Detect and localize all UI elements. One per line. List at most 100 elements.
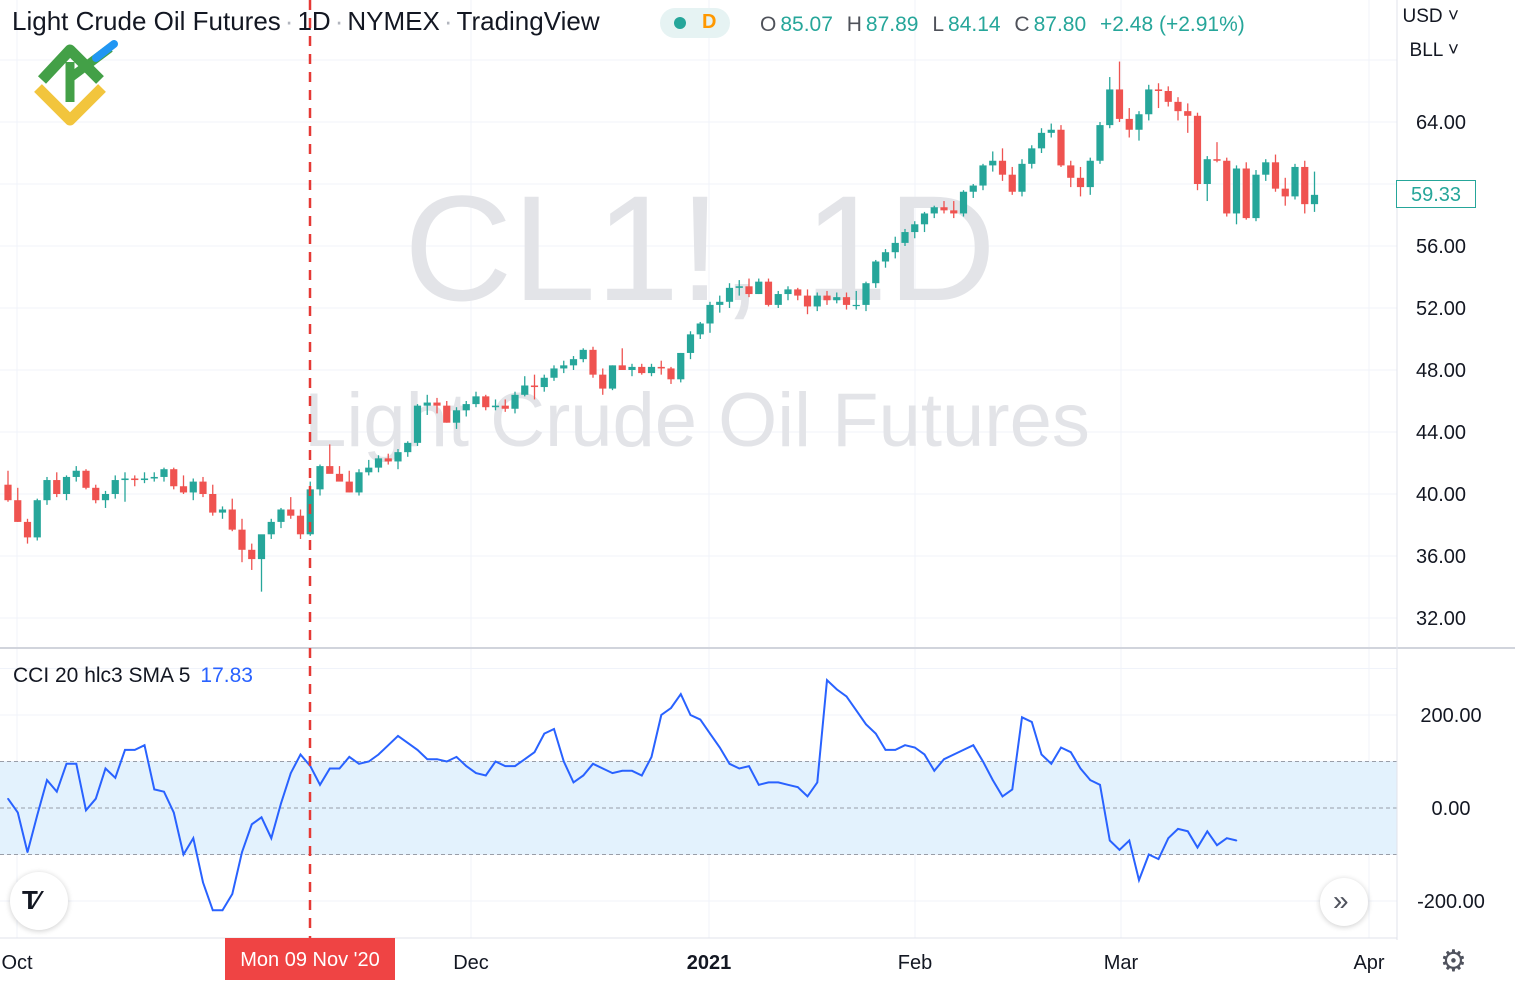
cci-point (1108, 839, 1111, 842)
candle-body (589, 349, 597, 375)
cci-point (250, 823, 253, 826)
candle-body (462, 404, 470, 411)
interval-label[interactable]: 1D (297, 6, 331, 36)
price-axis-label: 52.00 (1416, 298, 1466, 320)
crosshair-date-label: Mon 09 Nov '20 (225, 938, 395, 980)
cci-point (16, 811, 19, 814)
candle-body (179, 486, 188, 493)
time-axis[interactable]: Oct Dec 2021 Feb Mar Apr (1, 952, 1384, 974)
symbol-watermark: CL1!, 1D Light Crude Oil Futures (304, 164, 1090, 463)
cci-point (26, 851, 29, 853)
logo-stroke-blue (92, 40, 118, 62)
settings-gear-icon[interactable]: ⚙ (1440, 945, 1467, 978)
cci-point (1079, 767, 1082, 770)
cci-axis[interactable]: 200.00 0.00 -200.00 (1417, 705, 1485, 913)
time-axis-label: Mar (1104, 952, 1139, 974)
cci-point (738, 767, 741, 770)
cci-legend[interactable]: CCI 20 hlc3 SMA 5 17.83 (13, 664, 253, 688)
cci-point (650, 756, 653, 758)
cci-point (845, 695, 848, 698)
candle-body (1096, 125, 1104, 161)
candle-body (1135, 114, 1143, 130)
candle-body (189, 481, 197, 493)
candle-body (365, 467, 373, 473)
candle-body (23, 521, 32, 538)
candle-body (1008, 174, 1016, 192)
cci-point (231, 893, 234, 895)
candle-body (774, 294, 782, 305)
change-value: +2.48 (+2.91%) (1100, 13, 1245, 36)
time-axis-label: Feb (898, 952, 932, 974)
cci-point (904, 744, 906, 747)
candle-body (1193, 115, 1202, 184)
currency-selector[interactable]: USD ˅ (1402, 6, 1460, 27)
cci-point (913, 746, 916, 749)
cci-point (543, 732, 546, 735)
candle-body (569, 359, 578, 366)
price-axis[interactable]: 64.00 56.00 52.00 48.00 44.00 40.00 36.00 32.00 (1416, 112, 1466, 630)
candle-body (1076, 177, 1085, 188)
cci-point (601, 767, 604, 770)
cci-point (358, 763, 360, 765)
candle-body (501, 405, 509, 409)
price-axis-label: 56.00 (1416, 236, 1466, 258)
logo-chevron-yellow (34, 84, 106, 126)
cci-point (338, 767, 341, 770)
cci-point (1177, 828, 1179, 830)
cci-point (416, 749, 419, 751)
cci-legend-name[interactable]: CCI 20 hlc3 SMA 5 (13, 664, 191, 687)
candle-body (267, 521, 275, 535)
candle-body (1125, 118, 1133, 130)
cci-point (328, 767, 331, 770)
candle-body (1281, 188, 1289, 197)
symbol-title[interactable]: Light Crude Oil Futures (12, 6, 281, 36)
candle-body (638, 366, 646, 374)
cci-point (923, 753, 926, 756)
cci-point (835, 688, 838, 691)
cci-point (748, 765, 750, 767)
cci-point (241, 851, 243, 853)
cci-point (475, 772, 477, 774)
candle-body (1301, 166, 1309, 205)
tradingview-logo[interactable]: T⁄ (10, 872, 68, 930)
cci-point (514, 765, 516, 767)
candle-body (413, 405, 422, 443)
cci-point (718, 746, 721, 749)
candle-body (901, 232, 909, 243)
watermark-name: Light Crude Oil Futures (304, 378, 1090, 463)
candle-body (881, 252, 890, 262)
cci-point (943, 758, 945, 760)
symbol-header[interactable]: Light Crude Oil Futures · 1D · NYMEX · Trading… (12, 6, 600, 37)
ohlc-values: O 85.07 H 87.89 L 84.14 C 87.80 +2.48 (+2.91… (760, 13, 1249, 37)
price-axis-label: 48.00 (1416, 360, 1466, 382)
time-axis-label: Dec (453, 952, 489, 974)
cci-point (153, 788, 156, 791)
cci-point (1167, 837, 1170, 840)
cci-point (1001, 795, 1004, 798)
candle-body (521, 385, 529, 395)
cci-point (260, 816, 263, 819)
cci-point (777, 781, 780, 784)
unit-selector[interactable]: BLL ˅ (1409, 40, 1459, 61)
candle-body (608, 365, 617, 389)
cci-point (1021, 716, 1023, 719)
cci-point (816, 781, 819, 784)
candle-body (706, 304, 714, 324)
candle-body (950, 210, 958, 214)
header-separator: · (334, 6, 344, 36)
market-status-badge[interactable]: D (660, 8, 730, 38)
scroll-to-realtime-button[interactable]: » (1320, 878, 1368, 926)
candle-body (823, 295, 831, 301)
cci-point (640, 774, 643, 777)
candle-body (472, 396, 480, 405)
cci-point (523, 758, 526, 760)
cci-point (1225, 837, 1228, 840)
watermark-symbol: CL1!, 1D (404, 164, 996, 332)
cci-point (679, 693, 682, 695)
cci-point (982, 760, 984, 763)
market-open-dot-icon (674, 17, 686, 29)
candle-body (852, 304, 860, 307)
candle-body (920, 213, 929, 225)
cci-point (143, 744, 146, 747)
